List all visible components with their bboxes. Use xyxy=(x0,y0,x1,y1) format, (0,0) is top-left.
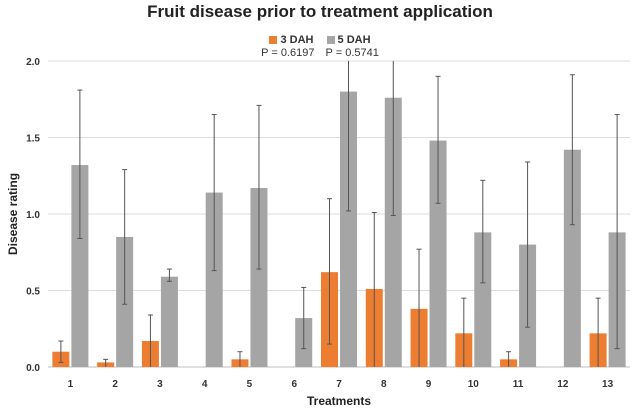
p-value-3dah: P = 0.6197 xyxy=(261,47,315,59)
y-tick-label: 1.0 xyxy=(26,210,40,221)
p-value-5dah: P = 0.5741 xyxy=(325,47,379,59)
x-tick-label: 12 xyxy=(557,379,569,390)
x-tick-label: 8 xyxy=(381,379,387,390)
legend-swatch-3dah xyxy=(269,36,278,45)
legend: 3 DAH 5 DAH xyxy=(0,34,640,46)
legend-item-5dah: 5 DAH xyxy=(326,34,371,46)
bar-5dah xyxy=(160,276,178,367)
x-tick-label: 3 xyxy=(157,379,163,390)
x-tick-label: 11 xyxy=(513,379,524,390)
bar-5dah xyxy=(384,97,402,367)
p-values: P = 0.6197 P = 0.5741 xyxy=(0,47,640,59)
bar-5dah xyxy=(340,91,357,367)
x-tick-label: 9 xyxy=(426,379,432,390)
chart-title: Fruit disease prior to treatment applica… xyxy=(147,2,493,21)
bar-5dah xyxy=(250,187,268,367)
x-tick-label: 6 xyxy=(291,379,297,390)
y-tick-label: 2.0 xyxy=(26,57,40,68)
x-tick-label: 4 xyxy=(202,379,208,390)
bar-5dah xyxy=(205,192,223,367)
x-tick-label: 2 xyxy=(112,379,118,390)
x-axis-label: Treatments xyxy=(307,394,371,408)
x-tick-label: 10 xyxy=(468,379,480,390)
x-tick-label: 7 xyxy=(336,379,342,390)
x-tick-label: 5 xyxy=(247,379,253,390)
y-tick-label: 0.5 xyxy=(26,287,40,298)
y-axis-label: Disease rating xyxy=(6,173,20,255)
legend-swatch-5dah xyxy=(326,36,335,45)
y-tick-label: 0.0 xyxy=(26,363,40,374)
x-tick-label: 13 xyxy=(602,379,614,390)
x-tick-label: 1 xyxy=(68,379,74,390)
legend-item-3dah: 3 DAH xyxy=(269,34,313,46)
bar-5dah xyxy=(71,165,89,367)
y-tick-label: 1.5 xyxy=(26,134,40,145)
bar-5dah xyxy=(563,149,581,367)
legend-label-3dah: 3 DAH xyxy=(280,34,314,46)
legend-label-5dah: 5 DAH xyxy=(337,34,371,46)
bar-5dah xyxy=(474,232,492,367)
bar-5dah xyxy=(429,140,447,367)
